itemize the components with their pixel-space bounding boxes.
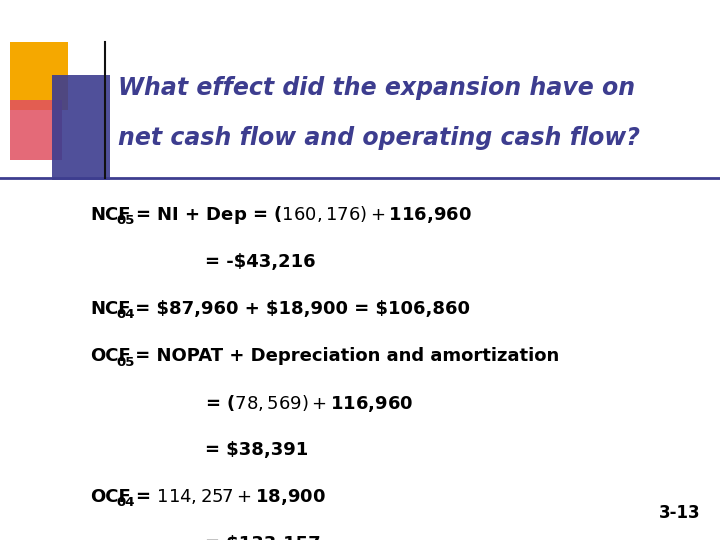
Text: 04: 04 [117,308,135,321]
Bar [10,42,68,110]
Text: OCF: OCF [90,488,131,506]
Text: 05: 05 [117,214,135,227]
Bar [52,75,110,180]
Text: 04: 04 [117,496,135,510]
Text: NCF: NCF [90,206,130,224]
Text: = NI + Dep = ($160,176) + $116,960: = NI + Dep = ($160,176) + $116,960 [130,204,472,226]
Text: = $87,960 + $18,900 = $106,860: = $87,960 + $18,900 = $106,860 [130,300,470,318]
Text: 3-13: 3-13 [658,504,700,522]
Text: = $38,391: = $38,391 [205,441,308,459]
Text: = $133,157: = $133,157 [205,535,320,540]
Text: = NOPAT + Depreciation and amortization: = NOPAT + Depreciation and amortization [130,347,559,365]
Text: = $114,257 + $18,900: = $114,257 + $18,900 [130,487,326,507]
Bar [10,100,62,160]
Text: 05: 05 [117,355,135,368]
Text: = ($78,569) + $116,960: = ($78,569) + $116,960 [205,393,413,414]
Text: What effect did the expansion have on: What effect did the expansion have on [118,76,635,100]
Text: net cash flow and operating cash flow?: net cash flow and operating cash flow? [118,126,640,150]
Text: OCF: OCF [90,347,131,365]
Text: NCF: NCF [90,300,130,318]
Text: = -$43,216: = -$43,216 [205,253,315,271]
